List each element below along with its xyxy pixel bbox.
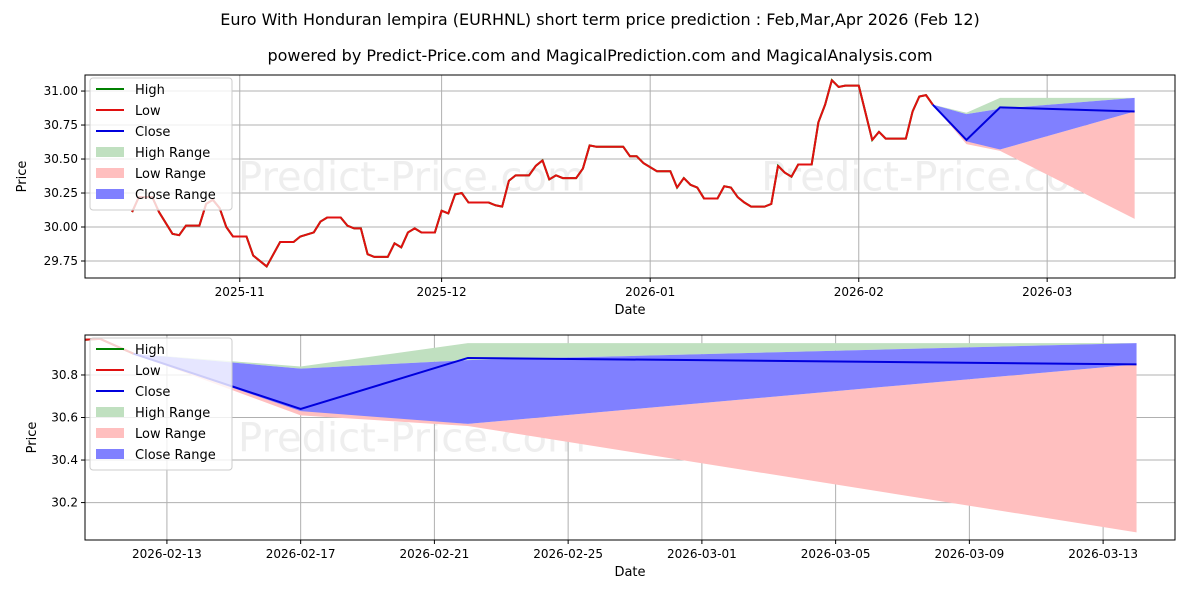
legend-label: High xyxy=(135,343,165,358)
x-tick-label: 2026-03 xyxy=(1022,285,1072,299)
legend-swatch xyxy=(96,168,124,178)
x-tick-label: 2026-03-13 xyxy=(1068,547,1138,561)
high-range-band xyxy=(133,343,1137,369)
legend-label: Low Range xyxy=(135,427,206,442)
x-tick-label: 2026-02-17 xyxy=(266,547,336,561)
y-axis-label: Price xyxy=(15,161,30,193)
chart-subtitle: powered by Predict-Price.com and Magical… xyxy=(267,46,933,65)
y-tick-label: 30.8 xyxy=(51,368,78,382)
x-tick-label: 2026-02 xyxy=(834,285,884,299)
x-tick-label: 2026-02-13 xyxy=(132,547,202,561)
legend-swatch xyxy=(96,428,124,438)
legend: High Low Close High Range Low Range Close Ran… xyxy=(89,77,233,211)
y-tick-label: 30.75 xyxy=(44,118,78,132)
y-tick-label: 31.00 xyxy=(44,84,78,98)
x-tick-label: 2026-01 xyxy=(625,285,675,299)
y-tick-label: 30.4 xyxy=(51,453,78,467)
legend-label: Close Range xyxy=(135,188,216,203)
x-tick-label: 2026-02-21 xyxy=(400,547,470,561)
low-range-band xyxy=(932,104,1135,219)
plot-frame xyxy=(84,334,1176,541)
chart-2: Predict-Price.comPredict-Price.com2026-0… xyxy=(25,334,1176,580)
legend-label: Low Range xyxy=(135,167,206,182)
x-tick-label: 2026-03-01 xyxy=(667,547,737,561)
y-tick-label: 30.00 xyxy=(44,220,78,234)
plot-frame xyxy=(84,74,1176,279)
close-range-band xyxy=(133,343,1137,424)
x-tick-label: 2026-02-25 xyxy=(533,547,603,561)
x-tick-label: 2026-03-05 xyxy=(801,547,871,561)
y-tick-label: 30.50 xyxy=(44,152,78,166)
x-tick-label: 2026-03-09 xyxy=(934,547,1004,561)
watermark: Predict-Price.com xyxy=(238,155,586,201)
x-axis-label: Date xyxy=(614,565,645,580)
x-tick-label: 2025-11 xyxy=(215,285,265,299)
x-tick-label: 2025-12 xyxy=(417,285,467,299)
legend-label: High xyxy=(135,83,165,98)
legend-swatch xyxy=(96,189,124,199)
legend-label: High Range xyxy=(135,406,210,421)
y-tick-label: 30.6 xyxy=(51,411,78,425)
legend-label: Low xyxy=(135,364,161,379)
legend-label: Close xyxy=(135,385,170,400)
legend: High Low Close High Range Low Range Close Ran… xyxy=(89,337,233,471)
y-tick-label: 29.75 xyxy=(44,254,78,268)
y-axis-label: Price xyxy=(25,422,40,454)
legend-swatch xyxy=(96,449,124,459)
chart-title: Euro With Honduran lempira (EURHNL) shor… xyxy=(220,10,980,29)
legend-label: Low xyxy=(135,104,161,119)
legend-label: High Range xyxy=(135,146,210,161)
low-range-band xyxy=(133,353,1137,533)
low-line xyxy=(131,79,934,268)
high-range-band xyxy=(932,97,1135,115)
y-tick-label: 30.25 xyxy=(44,186,78,200)
legend-label: Close xyxy=(135,125,170,140)
legend-swatch xyxy=(96,407,124,417)
x-axis-label: Date xyxy=(614,303,645,318)
y-tick-label: 30.2 xyxy=(51,496,78,510)
chart-1: Predict-Price.com Predict-Price.com2025-1… xyxy=(15,74,1176,318)
legend-label: Close Range xyxy=(135,448,216,463)
close-line xyxy=(932,103,1135,142)
legend-swatch xyxy=(96,147,124,157)
